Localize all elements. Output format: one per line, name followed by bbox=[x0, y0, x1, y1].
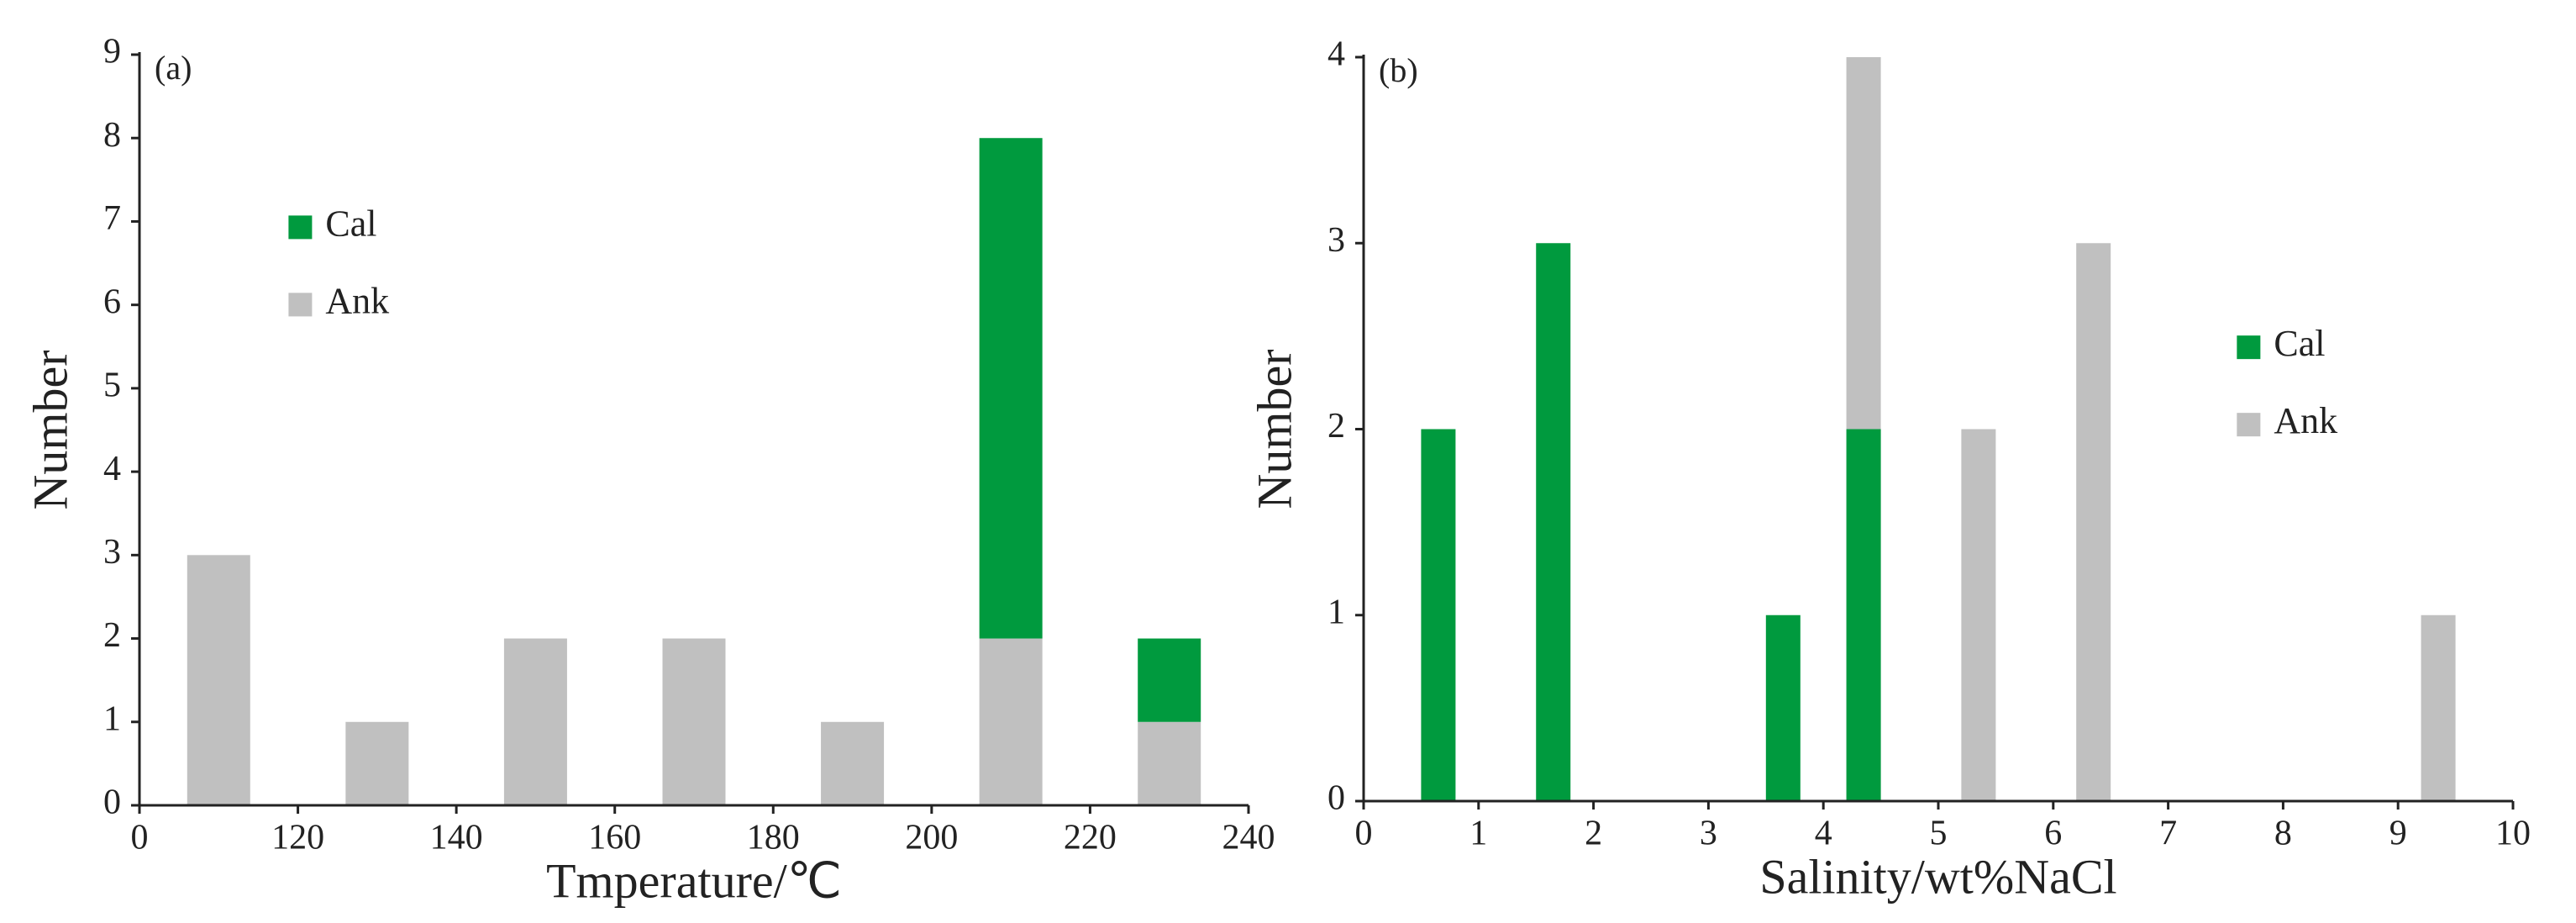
bar bbox=[1765, 614, 1801, 801]
x-tick-label: 3 bbox=[1700, 815, 1717, 853]
y-tick-label: 4 bbox=[1327, 35, 1345, 74]
x-tick-label: 2 bbox=[1585, 815, 1602, 853]
legend-swatch bbox=[288, 215, 313, 240]
y-tick-label: 6 bbox=[103, 282, 121, 321]
y-tick-label: 4 bbox=[103, 450, 121, 488]
legend-swatch bbox=[2237, 335, 2261, 360]
x-tick-label: 240 bbox=[1222, 819, 1275, 857]
x-tick-label: 140 bbox=[430, 819, 483, 857]
bar bbox=[345, 721, 409, 805]
y-tick-label: 1 bbox=[1327, 593, 1345, 631]
x-tick-label: 6 bbox=[2044, 815, 2062, 853]
chart-panel: 0 1 2 3 4 5 6 7 8 9 0 120 140 160 180 200 220 240 Tmperatu… bbox=[23, 33, 1275, 909]
y-tick-label: 8 bbox=[103, 116, 121, 155]
legend-label: Cal bbox=[2274, 323, 2325, 364]
x-tick-label: 1 bbox=[1469, 815, 1487, 853]
bar bbox=[979, 638, 1043, 805]
legend: Cal Ank bbox=[2237, 323, 2337, 441]
y-tick-label: 0 bbox=[1327, 779, 1345, 818]
y-tick-label: 2 bbox=[1327, 407, 1345, 446]
y-tick-label: 7 bbox=[103, 199, 121, 238]
bar bbox=[821, 721, 885, 805]
x-tick-label: 4 bbox=[1815, 815, 1832, 853]
x-tick-label: 8 bbox=[2274, 815, 2292, 853]
x-tick-label: 160 bbox=[588, 819, 641, 857]
bar bbox=[662, 638, 726, 805]
bar bbox=[1138, 721, 1201, 805]
bar bbox=[187, 555, 250, 805]
chart-panel: 0 1 2 3 4 0 1 2 3 4 5 6 7 8 9 10 Salinity/wt%NaCl Number (… bbox=[1247, 35, 2531, 905]
legend-swatch bbox=[288, 293, 313, 317]
x-tick-label: 180 bbox=[747, 819, 800, 857]
legend: Cal Ank bbox=[288, 203, 389, 321]
y-tick-label: 5 bbox=[103, 367, 121, 405]
bar bbox=[503, 638, 567, 805]
x-tick-label: 7 bbox=[2159, 815, 2177, 853]
bar bbox=[1961, 429, 1996, 801]
x-axis-title: Tmperature/℃ bbox=[546, 853, 842, 908]
x-tick-label: 120 bbox=[271, 819, 324, 857]
x-tick-label: 5 bbox=[1930, 815, 1948, 853]
x-tick-label: 10 bbox=[2495, 815, 2531, 853]
y-tick-label: 3 bbox=[103, 533, 121, 572]
bar bbox=[2076, 243, 2111, 801]
x-tick-label: 200 bbox=[905, 819, 958, 857]
bar bbox=[1421, 429, 1456, 801]
panel-label: (b) bbox=[1379, 51, 1418, 89]
bar bbox=[1536, 243, 1571, 801]
y-tick-label: 2 bbox=[103, 616, 121, 655]
y-tick-label: 0 bbox=[103, 783, 121, 822]
bar bbox=[1138, 638, 1201, 722]
x-axis-title: Salinity/wt%NaCl bbox=[1759, 849, 2116, 904]
y-tick-label: 9 bbox=[103, 33, 121, 71]
x-tick-label: 9 bbox=[2389, 815, 2407, 853]
bar bbox=[1846, 429, 1881, 801]
legend-label: Ank bbox=[325, 280, 389, 321]
x-tick-label: 0 bbox=[131, 819, 149, 857]
legend-swatch bbox=[2237, 413, 2261, 437]
legend-label: Cal bbox=[325, 203, 376, 244]
y-axis-title: Number bbox=[23, 350, 77, 509]
bar bbox=[2421, 614, 2456, 801]
y-tick-label: 3 bbox=[1327, 221, 1345, 260]
bar bbox=[979, 138, 1043, 639]
panel-label: (a) bbox=[155, 49, 192, 87]
y-axis-title: Number bbox=[1247, 349, 1301, 509]
legend-label: Ank bbox=[2274, 400, 2337, 441]
y-tick-label: 1 bbox=[103, 699, 121, 738]
x-tick-label: 220 bbox=[1064, 819, 1117, 857]
x-tick-label: 0 bbox=[1355, 815, 1373, 853]
